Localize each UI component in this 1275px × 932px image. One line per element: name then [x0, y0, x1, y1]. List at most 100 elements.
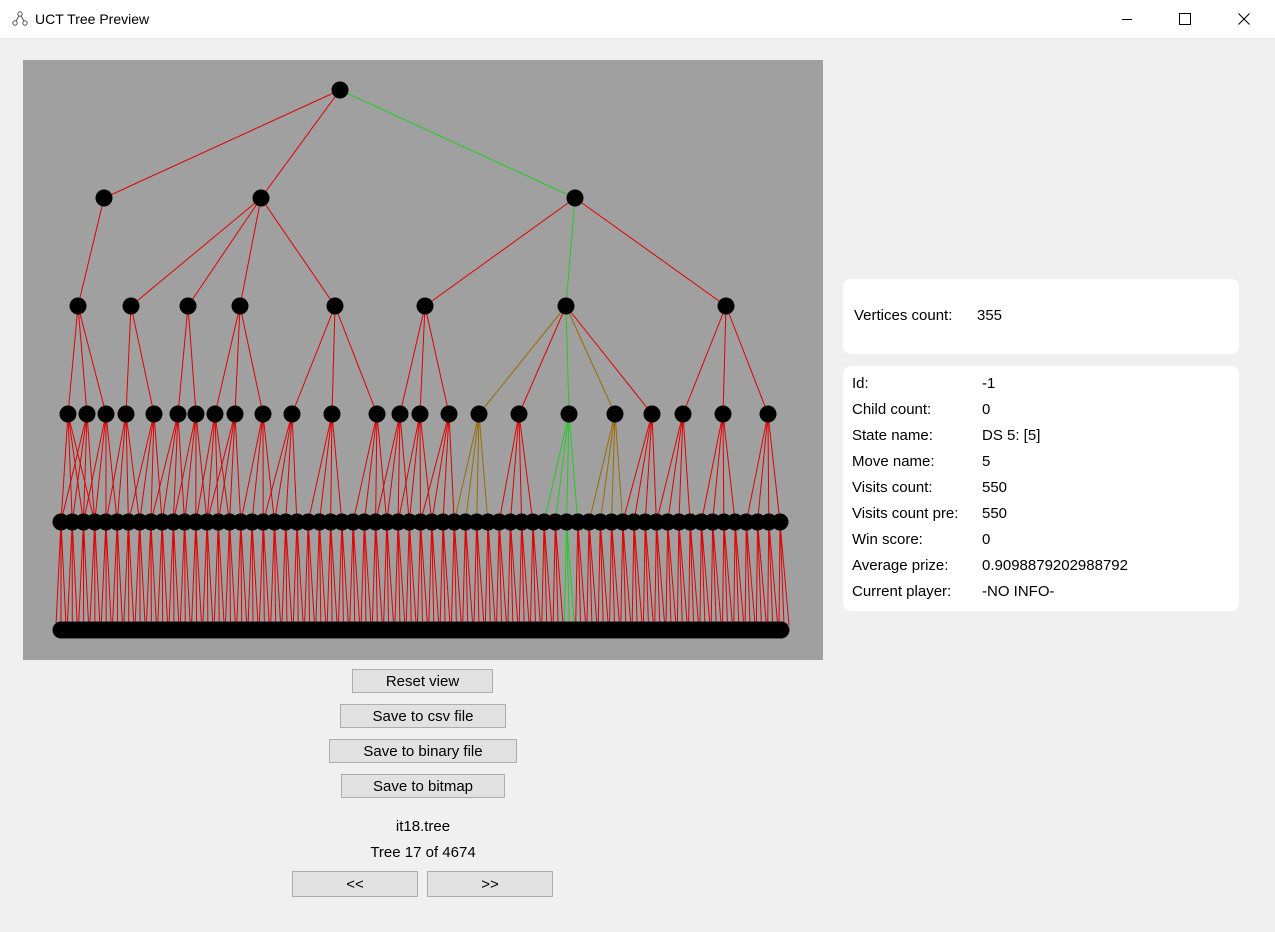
tree-node[interactable] — [283, 405, 301, 423]
tree-node[interactable] — [368, 405, 386, 423]
tree-edge — [67, 305, 79, 415]
tree-node[interactable] — [231, 297, 249, 315]
tree-edge — [296, 521, 304, 626]
tree-edge — [498, 521, 503, 626]
tree-node[interactable] — [772, 621, 790, 639]
tree-edge — [554, 521, 559, 626]
tree-node[interactable] — [122, 297, 140, 315]
tree-node[interactable] — [78, 405, 96, 423]
tree-edge — [408, 521, 417, 626]
tree-node[interactable] — [557, 297, 575, 315]
tree-node[interactable] — [714, 405, 732, 423]
tree-edge — [330, 413, 333, 523]
tree-edge — [689, 521, 695, 626]
tree-edge — [224, 521, 231, 626]
next-tree-button[interactable]: >> — [427, 871, 553, 897]
tree-edge — [655, 413, 684, 523]
tree-node[interactable] — [391, 405, 409, 423]
tree-edge — [281, 521, 287, 626]
tree-edge — [191, 521, 197, 626]
tree-edge — [206, 521, 209, 626]
tree-edge — [262, 521, 270, 626]
tree-node[interactable] — [323, 405, 341, 423]
tree-edge — [375, 521, 383, 626]
tree-node[interactable] — [331, 81, 349, 99]
tree-node[interactable] — [97, 405, 115, 423]
detail-label-visits-count-pre: Visits count pre: — [852, 505, 959, 522]
tree-edge — [464, 413, 480, 523]
tree-edge — [599, 521, 604, 626]
save-binary-button[interactable]: Save to binary file — [329, 739, 517, 763]
tree-graph[interactable] — [23, 60, 823, 660]
tree-edge — [195, 413, 216, 523]
tree-edge — [655, 521, 661, 626]
tree-edge — [130, 305, 155, 415]
tree-edge — [453, 521, 462, 626]
tree-edge — [94, 413, 107, 523]
tree-node[interactable] — [145, 405, 163, 423]
tree-node[interactable] — [326, 297, 344, 315]
minimize-button[interactable] — [1104, 0, 1150, 38]
tree-node[interactable] — [759, 405, 777, 423]
tree-node[interactable] — [226, 405, 244, 423]
tree-edge — [105, 521, 112, 626]
maximize-button[interactable] — [1162, 0, 1208, 38]
tree-node[interactable] — [117, 405, 135, 423]
tree-edge — [450, 521, 455, 626]
tree-edge — [318, 413, 333, 523]
tree-node[interactable] — [179, 297, 197, 315]
tree-edge — [577, 521, 587, 626]
tree-edge — [66, 521, 73, 626]
tree-edge — [610, 521, 616, 626]
tree-edge — [397, 413, 421, 523]
tree-edge — [566, 413, 570, 523]
tree-edge — [678, 413, 684, 523]
save-bitmap-button[interactable]: Save to bitmap — [341, 774, 505, 798]
tree-edge — [172, 521, 180, 626]
tree-node[interactable] — [510, 405, 528, 423]
tree-edge — [150, 521, 152, 626]
tree-canvas[interactable] — [23, 60, 823, 660]
detail-value-state-name: DS 5: [5] — [982, 427, 1041, 444]
tree-node[interactable] — [206, 405, 224, 423]
tree-node[interactable] — [717, 297, 735, 315]
tree-node[interactable] — [252, 189, 270, 207]
detail-value-child-count: 0 — [982, 401, 991, 418]
tree-node[interactable] — [470, 405, 488, 423]
tree-edge — [529, 521, 534, 626]
tree-edge — [633, 521, 638, 626]
tree-edge — [195, 413, 208, 523]
tree-node[interactable] — [771, 513, 789, 531]
tree-node[interactable] — [187, 405, 205, 423]
tree-edge — [251, 521, 254, 626]
prev-tree-button[interactable]: << — [292, 871, 418, 897]
tree-edge — [610, 413, 616, 523]
tree-node[interactable] — [606, 405, 624, 423]
tree-node[interactable] — [643, 405, 661, 423]
tree-node[interactable] — [674, 405, 692, 423]
tree-edge — [521, 521, 525, 626]
reset-view-button[interactable]: Reset view — [352, 669, 493, 693]
tree-nodes — [52, 81, 790, 639]
tree-node[interactable] — [169, 405, 187, 423]
tree-node[interactable] — [254, 405, 272, 423]
tree-node[interactable] — [566, 189, 584, 207]
tree-edge — [161, 413, 179, 523]
close-button[interactable] — [1221, 0, 1267, 38]
tree-node[interactable] — [59, 405, 77, 423]
tree-node[interactable] — [440, 405, 458, 423]
tree-node[interactable] — [560, 405, 578, 423]
tree-edge — [757, 521, 767, 626]
tree-node[interactable] — [95, 189, 113, 207]
vertices-count-label: Vertices count: — [854, 307, 953, 324]
node-details-panel: Id: -1 Child count: 0 State name: DS 5: … — [843, 366, 1239, 611]
tree-node[interactable] — [416, 297, 434, 315]
detail-label-state-name: State name: — [852, 427, 933, 444]
save-csv-button[interactable]: Save to csv file — [340, 704, 506, 728]
tree-node[interactable] — [69, 297, 87, 315]
tree-edge — [375, 521, 378, 626]
tree-edge — [419, 305, 426, 415]
tree-node[interactable] — [411, 405, 429, 423]
tree-edge — [339, 89, 576, 199]
tree-edge — [667, 521, 672, 626]
